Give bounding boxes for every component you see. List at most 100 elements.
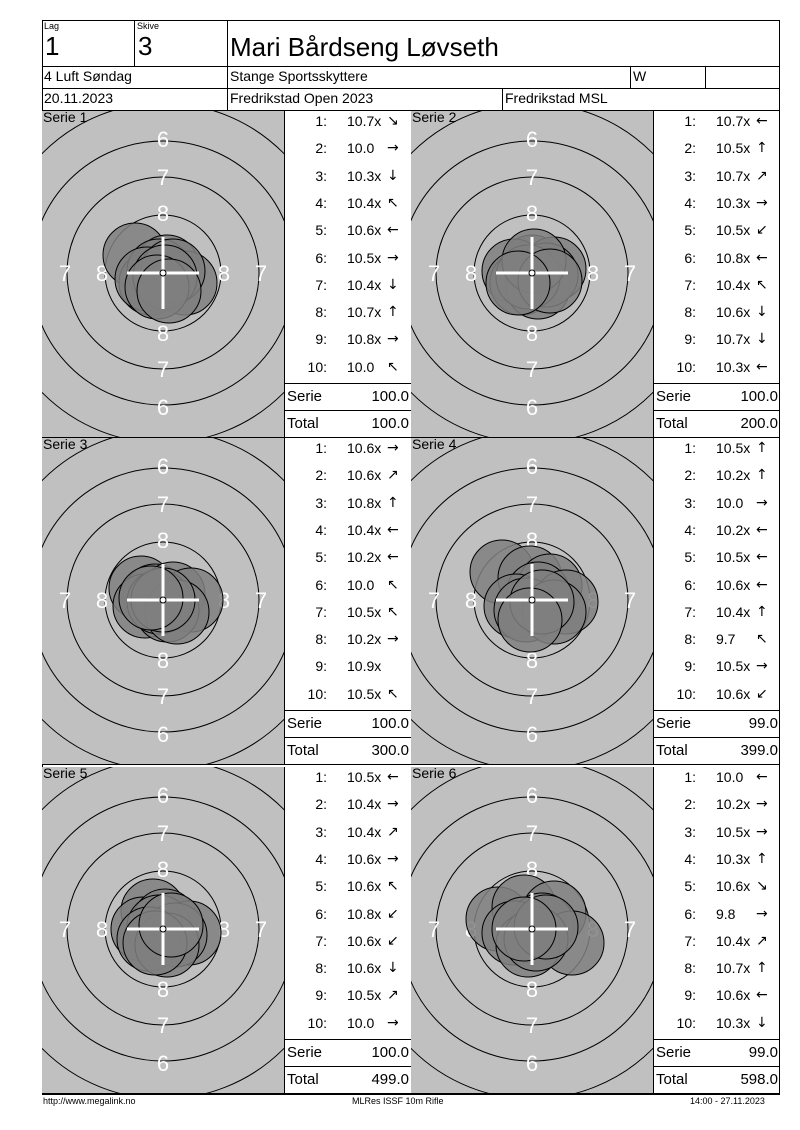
shot-row: 7: 10.4x ↗ xyxy=(654,933,780,960)
shot-list: 1: 10.7x ← 2: 10.5x ↑ 3: 10.7x ↗ 4: 10.3x → 5: 10.5x ↙… xyxy=(653,111,780,438)
shot-direction-arrow-icon: ← xyxy=(756,549,768,566)
shot-direction-arrow-icon: → xyxy=(387,850,399,867)
name-cell: Mari Bårdseng Løvseth xyxy=(228,20,780,67)
shot-score: 10.3x xyxy=(716,850,751,867)
center-dot xyxy=(528,925,536,933)
ring-label-7-right: 7 xyxy=(624,261,636,286)
shot-row: 3: 10.7x ↗ xyxy=(654,168,780,195)
series-panel-3: 6 7 8 8 7 6 7 7 8 8 Serie 3 1: 10.6x → 2: 10.6x ↗ 3: 10.8x… xyxy=(42,436,411,765)
ring-label-6-top: 6 xyxy=(526,783,538,808)
shot-number: 10: xyxy=(676,1014,696,1031)
lag-label: Lag xyxy=(44,21,60,31)
shot-direction-arrow-icon: ↖ xyxy=(387,685,399,702)
shot-number: 10: xyxy=(676,358,696,375)
ring-label-8-bottom: 8 xyxy=(526,977,538,1002)
ring-label-8-left: 8 xyxy=(96,917,108,942)
shot-number: 5: xyxy=(684,549,696,566)
total-label: Total xyxy=(656,1071,688,1088)
shot-direction-arrow-icon: ↗ xyxy=(387,467,399,484)
shot-score: 10.4x xyxy=(347,276,382,293)
shot-list: 1: 10.7x ↘ 2: 10.0 → 3: 10.3x ↓ 4: 10.4x ↖ 5: 10.6x ← 6… xyxy=(284,111,411,438)
serie-row: Serie 100.0 xyxy=(285,710,411,737)
shot-row: 3: 10.5x → xyxy=(654,824,780,851)
shot-hole-10 xyxy=(138,892,204,958)
ring-label-7-right: 7 xyxy=(624,917,636,942)
shot-score: 10.6x xyxy=(716,987,751,1004)
shot-number: 6: xyxy=(315,576,327,593)
shot-score: 10.4x xyxy=(347,796,382,813)
club-extra-cell xyxy=(706,67,780,89)
shot-direction-arrow-icon: ↗ xyxy=(387,987,399,1004)
shot-number: 5: xyxy=(315,878,327,895)
class-cell: 4 Luft Søndag xyxy=(42,67,228,89)
shot-score: 10.0 xyxy=(347,140,375,157)
class-name: 4 Luft Søndag xyxy=(44,68,132,84)
ring-label-7-bottom: 7 xyxy=(157,1013,169,1038)
shot-score: 10.6x xyxy=(347,932,382,949)
footer-url[interactable]: http://www.megalink.no xyxy=(43,1096,136,1106)
series-title: Serie 1 xyxy=(43,109,88,125)
shot-score: 10.3x xyxy=(716,194,751,211)
total-value: 300.0 xyxy=(371,742,409,759)
shot-number: 3: xyxy=(315,167,327,184)
ring-label-7-top: 7 xyxy=(157,821,169,846)
shot-direction-arrow-icon: ↓ xyxy=(387,276,399,293)
shot-number: 8: xyxy=(315,631,327,648)
shot-score: 10.4x xyxy=(347,521,382,538)
competition-cell: Fredrikstad Open 2023 xyxy=(228,89,503,111)
shot-row: 4: 10.3x → xyxy=(654,195,780,222)
shot-row: 9: 10.9x xyxy=(285,658,411,685)
ring-label-7-left: 7 xyxy=(59,588,71,613)
shot-row: 7: 10.4x ↑ xyxy=(654,604,780,631)
shot-direction-arrow-icon: ↙ xyxy=(756,222,768,239)
shot-number: 6: xyxy=(315,905,327,922)
ring-label-8-top: 8 xyxy=(526,201,538,226)
ring-label-7-top: 7 xyxy=(157,492,169,517)
shot-row: 4: 10.4x ← xyxy=(285,522,411,549)
ring-label-8-bottom: 8 xyxy=(157,648,169,673)
ring-label-6-top: 6 xyxy=(157,127,169,152)
shot-score: 10.2x xyxy=(347,631,382,648)
shot-number: 1: xyxy=(684,440,696,456)
serie-value: 99.0 xyxy=(748,715,778,732)
shot-score: 10.7x xyxy=(716,113,751,129)
series-title: Serie 6 xyxy=(412,765,457,781)
shot-score: 10.6x xyxy=(347,222,382,239)
shot-number: 8: xyxy=(315,304,327,321)
shot-direction-arrow-icon: ← xyxy=(756,113,768,129)
shot-score: 10.6x xyxy=(716,304,751,321)
skive-cell: Skive 3 xyxy=(135,20,228,67)
series-title: Serie 2 xyxy=(412,109,457,125)
shot-direction-arrow-icon: → xyxy=(756,796,768,813)
target-ring-2 xyxy=(42,796,284,1062)
shot-direction-arrow-icon: → xyxy=(387,331,399,348)
series-title: Serie 5 xyxy=(43,765,88,781)
shot-direction-arrow-icon: → xyxy=(756,494,768,511)
total-row: Total 598.0 xyxy=(654,1066,780,1093)
target-ring-3 xyxy=(435,503,629,697)
shot-row: 5: 10.5x ↙ xyxy=(654,222,780,249)
ring-label-6-bottom: 6 xyxy=(526,395,538,420)
shot-number: 6: xyxy=(315,249,327,266)
shot-direction-arrow-icon: → xyxy=(756,823,768,840)
shot-row: 2: 10.4x → xyxy=(285,796,411,823)
total-row: Total 100.0 xyxy=(285,410,411,437)
shot-row: 3: 10.4x ↗ xyxy=(285,824,411,851)
shot-row: 8: 10.7x ↑ xyxy=(654,960,780,987)
shot-number: 8: xyxy=(315,960,327,977)
shot-number: 2: xyxy=(315,140,327,157)
ring-label-8-top: 8 xyxy=(157,857,169,882)
serie-row: Serie 99.0 xyxy=(654,710,780,737)
ring-label-7-bottom: 7 xyxy=(157,357,169,382)
shot-score: 10.3x xyxy=(716,1014,751,1031)
shot-direction-arrow-icon: ↖ xyxy=(756,276,768,293)
shot-number: 8: xyxy=(684,631,696,648)
series-title: Serie 3 xyxy=(43,436,88,452)
shot-direction-arrow-icon: ↙ xyxy=(387,932,399,949)
lag-cell: Lag 1 xyxy=(42,20,135,67)
shot-score: 10.0 xyxy=(347,576,375,593)
shot-number: 6: xyxy=(684,249,696,266)
competition: Fredrikstad Open 2023 xyxy=(230,90,374,106)
shot-score: 10.3x xyxy=(716,358,751,375)
shot-hole-10 xyxy=(485,250,551,316)
